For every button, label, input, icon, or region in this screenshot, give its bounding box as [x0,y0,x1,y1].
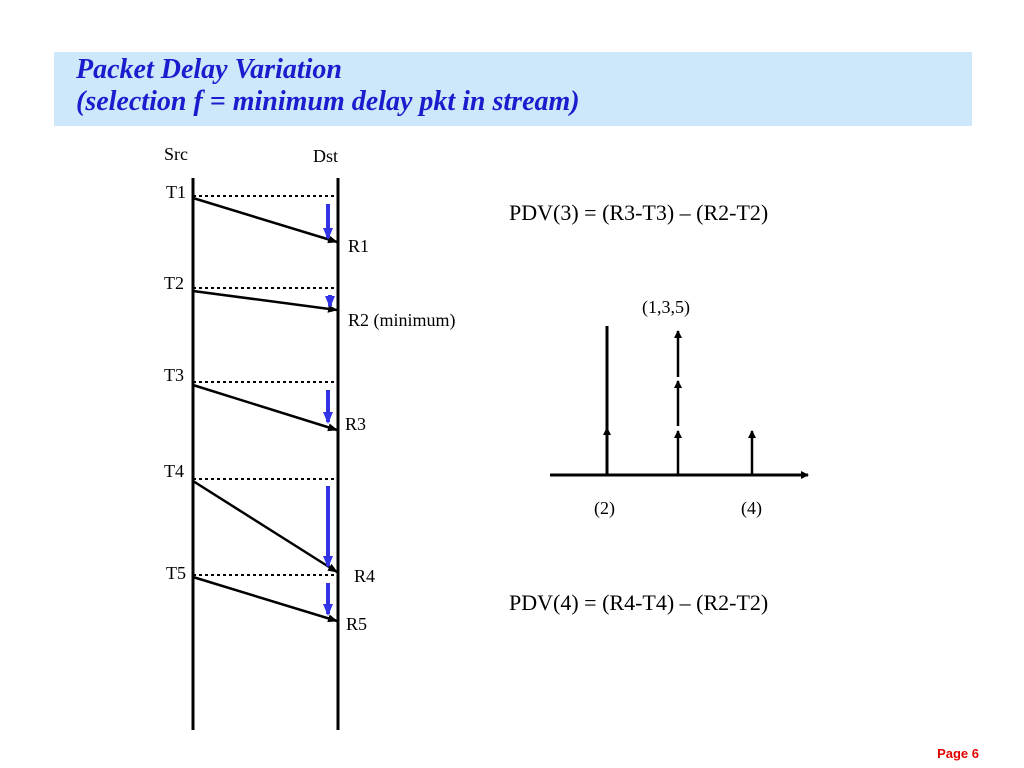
send-label-t5: T5 [166,563,186,583]
slide-subtitle: (selection f = minimum delay pkt in stre… [76,86,580,117]
send-label-t4: T4 [164,461,184,481]
receive-label-r2: R2 (minimum) [348,310,456,330]
dst-label: Dst [313,146,339,166]
pdv4-formula: PDV(4) = (R4-T4) – (R2-T2) [509,590,769,615]
packet-arrow-1 [192,196,338,244]
receive-label-r5: R5 [346,614,368,634]
histogram-top-label: (1,3,5) [642,297,690,317]
pdv3-formula: PDV(3) = (R3-T3) – (R2-T2) [509,200,769,225]
receive-label-r1: R1 [348,236,370,256]
receive-label-r4: R4 [354,566,376,586]
send-label-t3: T3 [164,365,184,385]
title-banner: Packet Delay Variation (selection f = mi… [54,52,972,126]
packet-arrow-5 [192,575,338,623]
packet-arrow-3 [192,383,338,432]
reference-lines [193,195,338,576]
histogram-x-label-2: (2) [594,498,615,518]
send-label-t2: T2 [164,273,184,293]
page-number: Page 6 [937,746,979,761]
packet-arrow-2 [192,289,338,313]
send-label-t1: T1 [166,182,186,202]
slide-title: Packet Delay Variation [76,54,342,85]
packet-arrow-4 [192,479,338,574]
receive-label-r3: R3 [345,414,367,434]
pdv-histogram [550,326,809,479]
histogram-x-label-4: (4) [741,498,762,518]
src-label: Src [164,144,188,164]
